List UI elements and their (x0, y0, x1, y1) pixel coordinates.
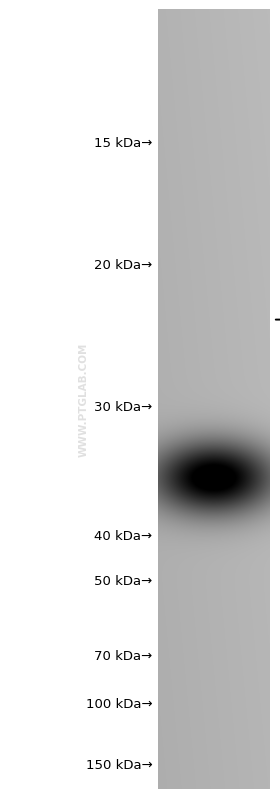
Text: 100 kDa→: 100 kDa→ (86, 698, 153, 711)
Text: 150 kDa→: 150 kDa→ (86, 759, 153, 772)
Text: 15 kDa→: 15 kDa→ (94, 137, 153, 150)
Text: 70 kDa→: 70 kDa→ (94, 650, 153, 663)
Text: 20 kDa→: 20 kDa→ (94, 259, 153, 272)
Text: 30 kDa→: 30 kDa→ (94, 401, 153, 414)
Text: WWW.PTGLAB.COM: WWW.PTGLAB.COM (79, 342, 89, 457)
Text: 40 kDa→: 40 kDa→ (94, 531, 153, 543)
Text: 50 kDa→: 50 kDa→ (94, 575, 153, 588)
